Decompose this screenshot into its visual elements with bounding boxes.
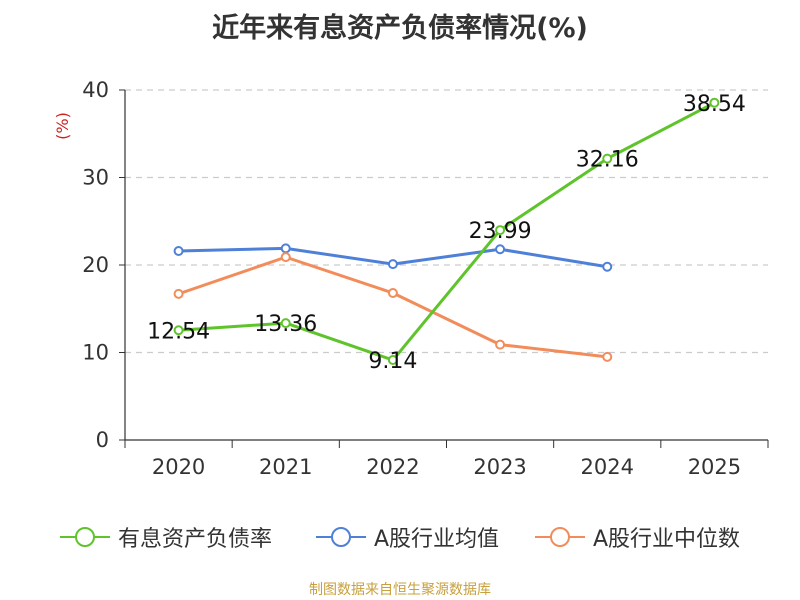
data-label: 38.54	[683, 92, 746, 117]
data-point[interactable]	[387, 355, 398, 366]
data-label: 32.16	[576, 148, 639, 173]
data-point[interactable]	[280, 243, 291, 254]
y-tick-label: 30	[82, 166, 109, 190]
x-tick-label: 2021	[259, 455, 312, 479]
data-point[interactable]	[495, 244, 506, 255]
legend-label: A股行业中位数	[593, 527, 741, 552]
legend-item-industry-mean[interactable]: A股行业均值	[316, 520, 499, 554]
legend-line-icon	[60, 527, 110, 547]
data-point[interactable]	[495, 225, 506, 236]
x-tick-label: 2025	[688, 455, 741, 479]
y-tick-label: 20	[82, 253, 109, 277]
data-point[interactable]	[280, 318, 291, 329]
data-point[interactable]	[602, 351, 613, 362]
legend-line-icon	[535, 527, 585, 547]
legend-item-interest-debt-ratio[interactable]: 有息资产负债率	[60, 520, 272, 554]
series-line	[178, 101, 716, 362]
data-point[interactable]	[280, 252, 291, 263]
chart-title: 近年来有息资产负债率情况(%)	[212, 13, 588, 44]
series-line	[178, 255, 608, 359]
data-label: 12.54	[147, 319, 210, 344]
data-point[interactable]	[387, 259, 398, 270]
data-point[interactable]	[387, 288, 398, 298]
data-point[interactable]	[495, 339, 506, 350]
x-tick-label: 2023	[473, 455, 526, 479]
x-tick-label: 2024	[581, 455, 634, 479]
x-tick-label: 2020	[152, 455, 205, 479]
data-label: 9.14	[368, 349, 417, 374]
source-note: 制图数据来自恒生聚源数据库	[309, 582, 491, 598]
legend-item-industry-median[interactable]: A股行业中位数	[535, 520, 740, 554]
data-point[interactable]	[173, 325, 184, 336]
y-tick-label: 10	[82, 341, 109, 365]
data-point[interactable]	[602, 153, 613, 164]
y-axis-label: (%)	[53, 112, 72, 140]
data-point[interactable]	[709, 97, 720, 108]
data-label: 23.99	[469, 219, 532, 244]
legend-line-icon	[316, 527, 366, 547]
legend-label: A股行业均值	[374, 527, 500, 552]
legend-label: 有息资产负债率	[118, 527, 273, 552]
data-point[interactable]	[173, 288, 184, 299]
data-point[interactable]	[173, 246, 184, 256]
y-tick-label: 0	[96, 428, 109, 452]
chart-plot: 0 10 20 30 40 (%) 2020 2021 2022 2023 2024 2025 12.5…	[53, 78, 769, 479]
x-tick-label: 2022	[366, 455, 419, 479]
data-label: 13.36	[254, 312, 317, 337]
y-tick-label: 40	[82, 78, 109, 102]
data-point[interactable]	[602, 261, 613, 272]
